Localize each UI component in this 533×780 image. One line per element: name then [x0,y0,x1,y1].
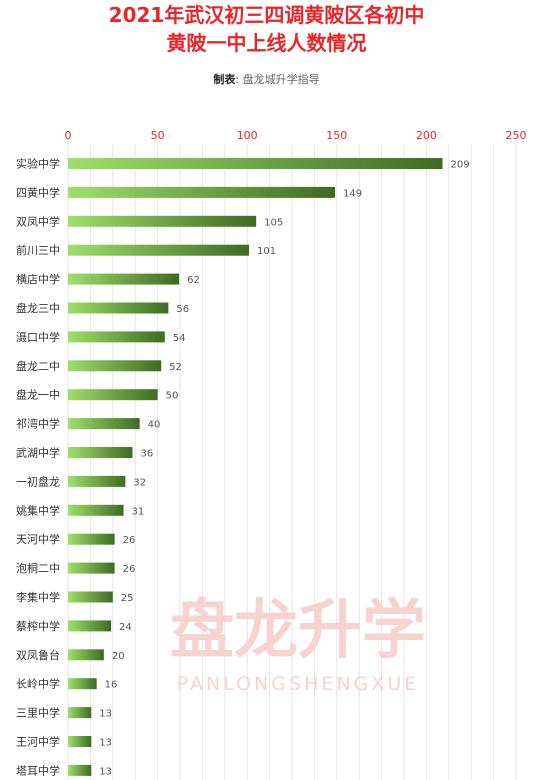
bar-value-label: 54 [173,333,186,344]
bar [68,360,162,372]
bar-value-label: 50 [166,391,179,402]
bar [68,302,169,314]
chart-title-line-1: 2021年武汉初三四调黄陂区各初中 [108,3,425,27]
bar-value-label: 25 [121,593,134,604]
bar-value-label: 13 [99,738,112,749]
credit-label: 制表 [213,73,236,86]
y-category-label: 塔耳中学 [16,763,60,777]
y-category-label: 实验中学 [16,157,60,171]
bar [68,475,126,487]
x-tick-label: 150 [326,129,347,142]
bar-value-label: 31 [132,506,145,517]
bar-value-label: 36 [141,449,154,460]
watermark: 盘龙升学 PANLONGSHENGXUE [170,594,426,695]
bar [68,447,133,458]
credit-separator: : [235,73,240,86]
bar-value-label: 52 [169,362,182,373]
bar [68,158,443,169]
bar [68,764,92,776]
bar [68,244,249,256]
bar [68,533,115,545]
y-category-label: 王河中学 [16,735,60,749]
y-category-label: 李集中学 [16,590,60,604]
x-tick-label: 0 [65,129,72,142]
x-axis-ticks: 0 50 100 150 200 250 [65,129,527,142]
bar [68,331,165,343]
y-category-label: 前川三中 [16,243,60,257]
bar-value-label: 209 [451,160,470,171]
y-category-label: 双凤鲁台 [16,648,60,662]
y-category-label: 盘龙三中 [16,301,60,315]
bar-value-label: 13 [99,709,112,720]
bar [68,504,124,516]
bar [68,591,113,603]
bar-value-label: 101 [257,246,276,257]
bar [68,418,140,430]
bar-value-label: 26 [123,564,136,575]
y-category-label: 横店中学 [16,272,60,286]
x-tick-label: 250 [506,129,527,142]
y-category-label: 长岭中学 [16,677,60,691]
bar [68,215,257,227]
bar [68,736,92,747]
chart-credit: 制表: 盘龙城升学指导 [0,71,533,87]
bar-value-label: 62 [187,275,200,286]
y-category-label: 祁湾中学 [16,417,60,431]
bar [68,562,115,574]
bar-value-label: 40 [148,420,161,431]
bar [68,186,336,198]
watermark-subtext: PANLONGSHENGXUE [177,673,419,695]
y-category-label: 一初盘龙 [16,474,60,488]
y-category-label: 双凤中学 [16,214,60,228]
x-tick-label: 100 [237,129,258,142]
bars: 实验中学 209 四黄中学 149 双凤中学 105 前川三中 101 横店中学 62 盘龙三中 56… [16,157,470,778]
x-tick-label: 50 [151,129,165,142]
bar-value-label: 105 [264,217,283,228]
bar-value-label: 26 [123,535,136,546]
bar-value-label: 24 [119,622,132,633]
y-category-label: 蔡榨中学 [16,619,60,633]
bar-value-label: 56 [176,304,189,315]
y-category-label: 滠口中学 [16,330,60,344]
bar [68,389,158,401]
bar-value-label: 16 [105,680,118,691]
y-category-label: 三里中学 [16,706,60,720]
bar [68,678,97,690]
credit-value: 盘龙城升学指导 [242,73,320,86]
watermark-text: 盘龙升学 [170,594,426,668]
y-category-label: 姚集中学 [16,503,60,517]
y-category-label: 武湖中学 [16,446,60,460]
y-category-label: 盘龙二中 [16,359,60,373]
chart-title-line-2: 黄陂一中上线人数情况 [166,31,367,55]
y-category-label: 泡桐二中 [16,561,60,575]
y-category-label: 四黄中学 [16,185,60,199]
bar-value-label: 149 [343,188,362,199]
y-category-label: 天河中学 [16,532,60,546]
y-category-label: 盘龙一中 [16,388,60,402]
bar [68,707,92,719]
bar [68,620,112,632]
bar [68,273,180,285]
bar [68,649,104,661]
bar-value-label: 20 [112,651,125,662]
bar-value-label: 13 [99,766,112,777]
x-tick-label: 200 [416,129,437,142]
bar-value-label: 32 [133,477,146,488]
